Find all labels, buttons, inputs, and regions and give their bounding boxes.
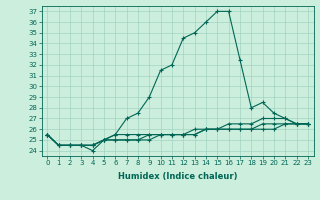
X-axis label: Humidex (Indice chaleur): Humidex (Indice chaleur) xyxy=(118,172,237,181)
